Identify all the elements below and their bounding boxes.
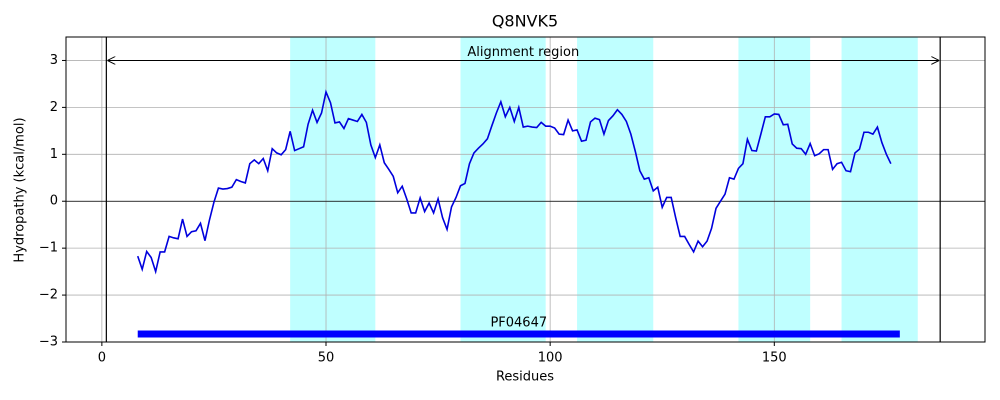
- x-tick-label: 50: [318, 351, 335, 366]
- highlight-span: [577, 37, 654, 342]
- region-label: Alignment region: [467, 45, 579, 60]
- y-tick-label: 1: [50, 147, 58, 162]
- plot-frame: [65, 36, 986, 343]
- highlight-span: [290, 37, 376, 342]
- x-tick-label: 150: [762, 351, 787, 366]
- domain-label: PF04647: [490, 316, 547, 331]
- x-tick-label: 0: [98, 351, 106, 366]
- x-tick-label: 100: [538, 351, 563, 366]
- hydropathy-line: [136, 89, 892, 275]
- y-tick-label: 3: [50, 53, 58, 68]
- y-tick-label: −1: [39, 241, 58, 256]
- highlight-span: [460, 37, 546, 342]
- y-tick-label: 0: [50, 194, 58, 209]
- y-tick-label: 2: [50, 100, 58, 115]
- highlight-span: [841, 37, 918, 342]
- chart-title: Q8NVK5: [492, 12, 558, 31]
- x-axis-label: Residues: [496, 370, 554, 385]
- y-tick-label: −2: [39, 288, 58, 303]
- y-axis-label: Hydropathy (kcal/mol): [13, 117, 28, 262]
- y-tick-label: −3: [39, 335, 58, 350]
